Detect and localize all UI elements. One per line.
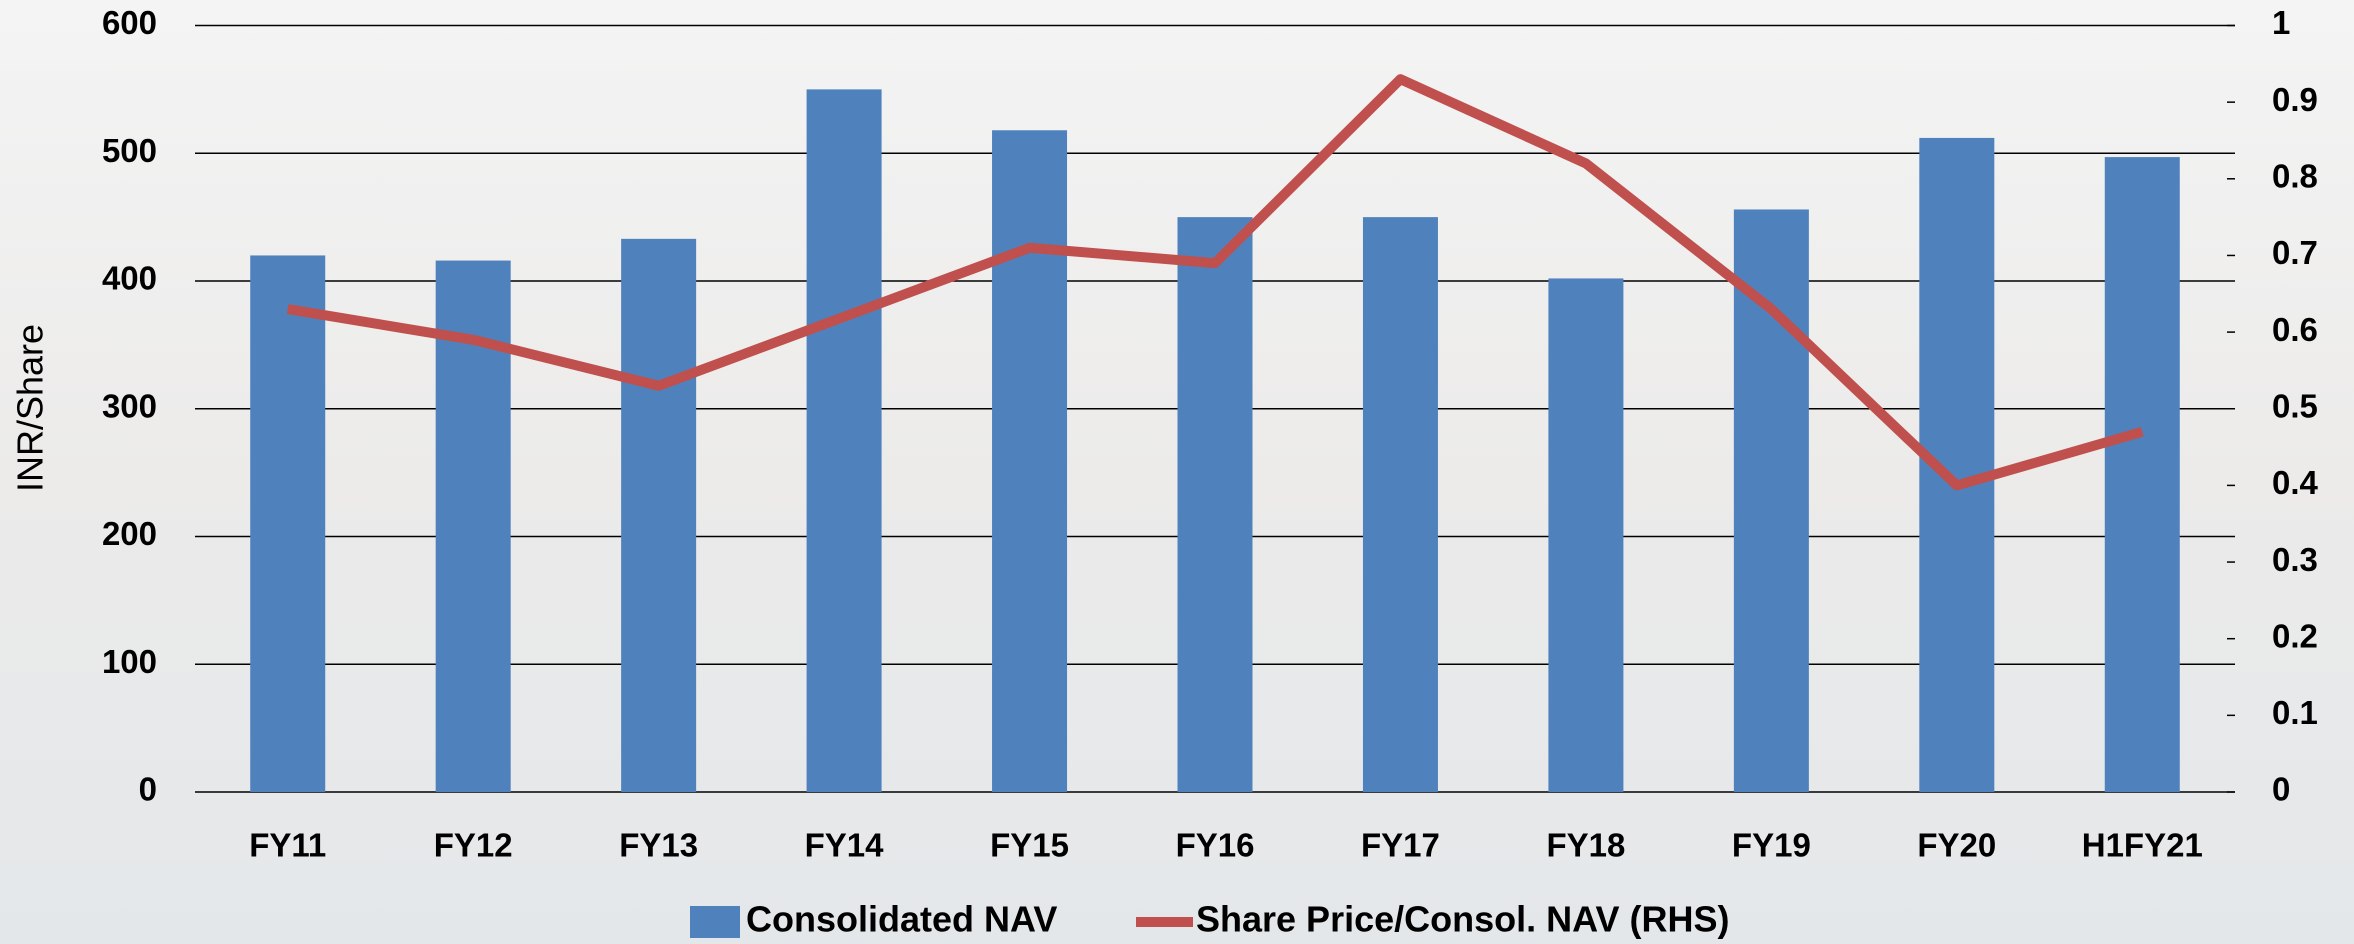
y-axis-label: INR/Share	[10, 324, 51, 492]
x-tick-label: H1FY21	[2082, 827, 2203, 864]
legend-label: Share Price/Consol. NAV (RHS)	[1196, 899, 1729, 940]
legend-label: Consolidated NAV	[746, 899, 1057, 940]
y2-tick-label: 0.7	[2272, 234, 2318, 271]
y-tick-label: 100	[102, 643, 157, 680]
bar	[806, 89, 882, 792]
y2-tick-label: 0.3	[2272, 541, 2318, 578]
legend-swatch	[690, 906, 740, 938]
y-tick-label: 300	[102, 387, 157, 424]
y2-tick-label: 0.1	[2272, 694, 2318, 731]
bar	[992, 130, 1068, 792]
y2-tick-label: 0.8	[2272, 158, 2318, 195]
x-tick-label: FY15	[990, 827, 1069, 864]
bar	[621, 238, 697, 792]
y-tick-label: 0	[139, 771, 157, 808]
y-tick-label: 600	[102, 4, 157, 41]
bar	[1362, 217, 1438, 792]
y2-tick-label: 0.4	[2272, 464, 2319, 501]
y2-tick-label: 0.9	[2272, 81, 2318, 118]
bar	[2104, 157, 2180, 792]
bar	[1548, 278, 1624, 792]
y2-tick-label: 0.5	[2272, 387, 2318, 424]
bar	[1733, 209, 1809, 792]
x-tick-label: FY20	[1917, 827, 1996, 864]
x-tick-label: FY14	[805, 827, 885, 864]
x-tick-label: FY18	[1546, 827, 1625, 864]
bar	[1177, 217, 1253, 792]
y2-tick-label: 0.2	[2272, 617, 2318, 654]
x-tick-label: FY16	[1176, 827, 1255, 864]
y-tick-label: 500	[102, 132, 157, 169]
x-tick-label: FY12	[434, 827, 513, 864]
line	[286, 74, 2144, 491]
x-tick-label: FY19	[1732, 827, 1811, 864]
y2-tick-label: 1	[2272, 4, 2290, 41]
bar	[250, 255, 326, 792]
y2-tick-label: 0.6	[2272, 311, 2318, 348]
x-tick-label: FY11	[249, 827, 326, 864]
y-tick-label: 200	[102, 515, 157, 552]
x-tick-label: FY17	[1361, 827, 1440, 864]
x-tick-label: FY13	[619, 827, 698, 864]
y-tick-label: 400	[102, 260, 157, 297]
y2-tick-label: 0	[2272, 771, 2290, 808]
